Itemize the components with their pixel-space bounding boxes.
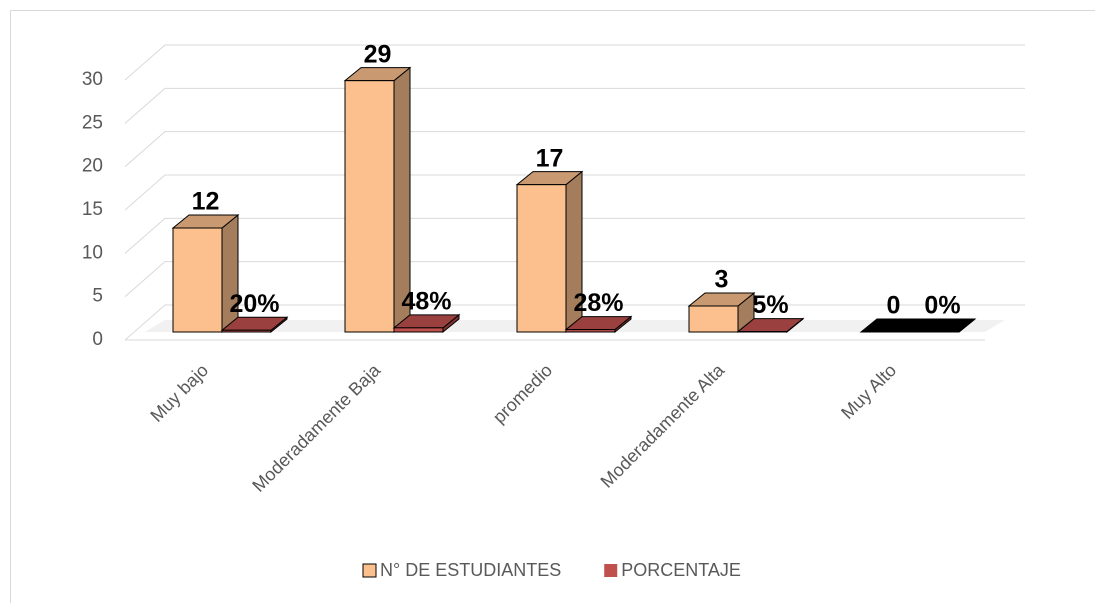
bar: [564, 315, 633, 334]
data-label: 12: [192, 188, 220, 216]
y-tick-label: 0: [92, 329, 103, 350]
bar-front: [393, 327, 444, 333]
grid-line: [124, 217, 1025, 254]
y-tick-label: 5: [92, 286, 103, 307]
x-tick-label: Moderadamente Alta: [597, 359, 729, 491]
y-tick-label: 10: [82, 242, 103, 263]
bar-top: [908, 318, 977, 333]
data-label: 20%: [229, 290, 279, 318]
bar-front: [172, 227, 223, 333]
legend-label: N° DE ESTUDIANTES: [380, 560, 561, 580]
y-tick-label: 20: [82, 156, 103, 177]
bar-front: [688, 305, 739, 333]
y-tick-label: 30: [82, 69, 103, 90]
bar: [220, 316, 289, 334]
bar: [343, 66, 412, 334]
bar: [515, 170, 584, 334]
legend-label: PORCENTAJE: [621, 560, 741, 580]
data-label: 0%: [924, 292, 960, 320]
grid-line: [124, 131, 1025, 168]
data-label: 28%: [573, 289, 623, 317]
grid-line: [124, 87, 1025, 124]
data-label: 17: [536, 144, 564, 172]
grid-line: [124, 174, 1025, 211]
data-label: 5%: [752, 291, 788, 319]
data-label: 3: [715, 266, 729, 294]
bar-front: [221, 329, 272, 333]
grid-line: [124, 261, 1025, 298]
bar: [392, 313, 461, 334]
bar: [908, 318, 977, 333]
grid-line: [124, 44, 1025, 81]
x-tick-label: promedio: [489, 360, 556, 427]
y-tick-label: 25: [82, 112, 103, 133]
data-label: 48%: [401, 287, 451, 315]
legend-swatch: [604, 564, 618, 577]
data-label: 0: [887, 292, 901, 320]
x-tick-label: Muy bajo: [146, 360, 212, 426]
chart-border: [10, 10, 1095, 603]
bar: [171, 213, 240, 334]
bar-front: [565, 329, 616, 333]
bar: [687, 291, 756, 334]
y-tick-label: 15: [82, 199, 103, 220]
data-label: 29: [364, 40, 392, 68]
bar: [736, 317, 805, 334]
legend-swatch: [362, 563, 377, 578]
x-tick-label: Moderadamente Baja: [248, 359, 385, 496]
bar-front: [516, 184, 567, 333]
x-tick-label: Muy Alto: [837, 360, 900, 423]
bar-front: [344, 80, 395, 333]
